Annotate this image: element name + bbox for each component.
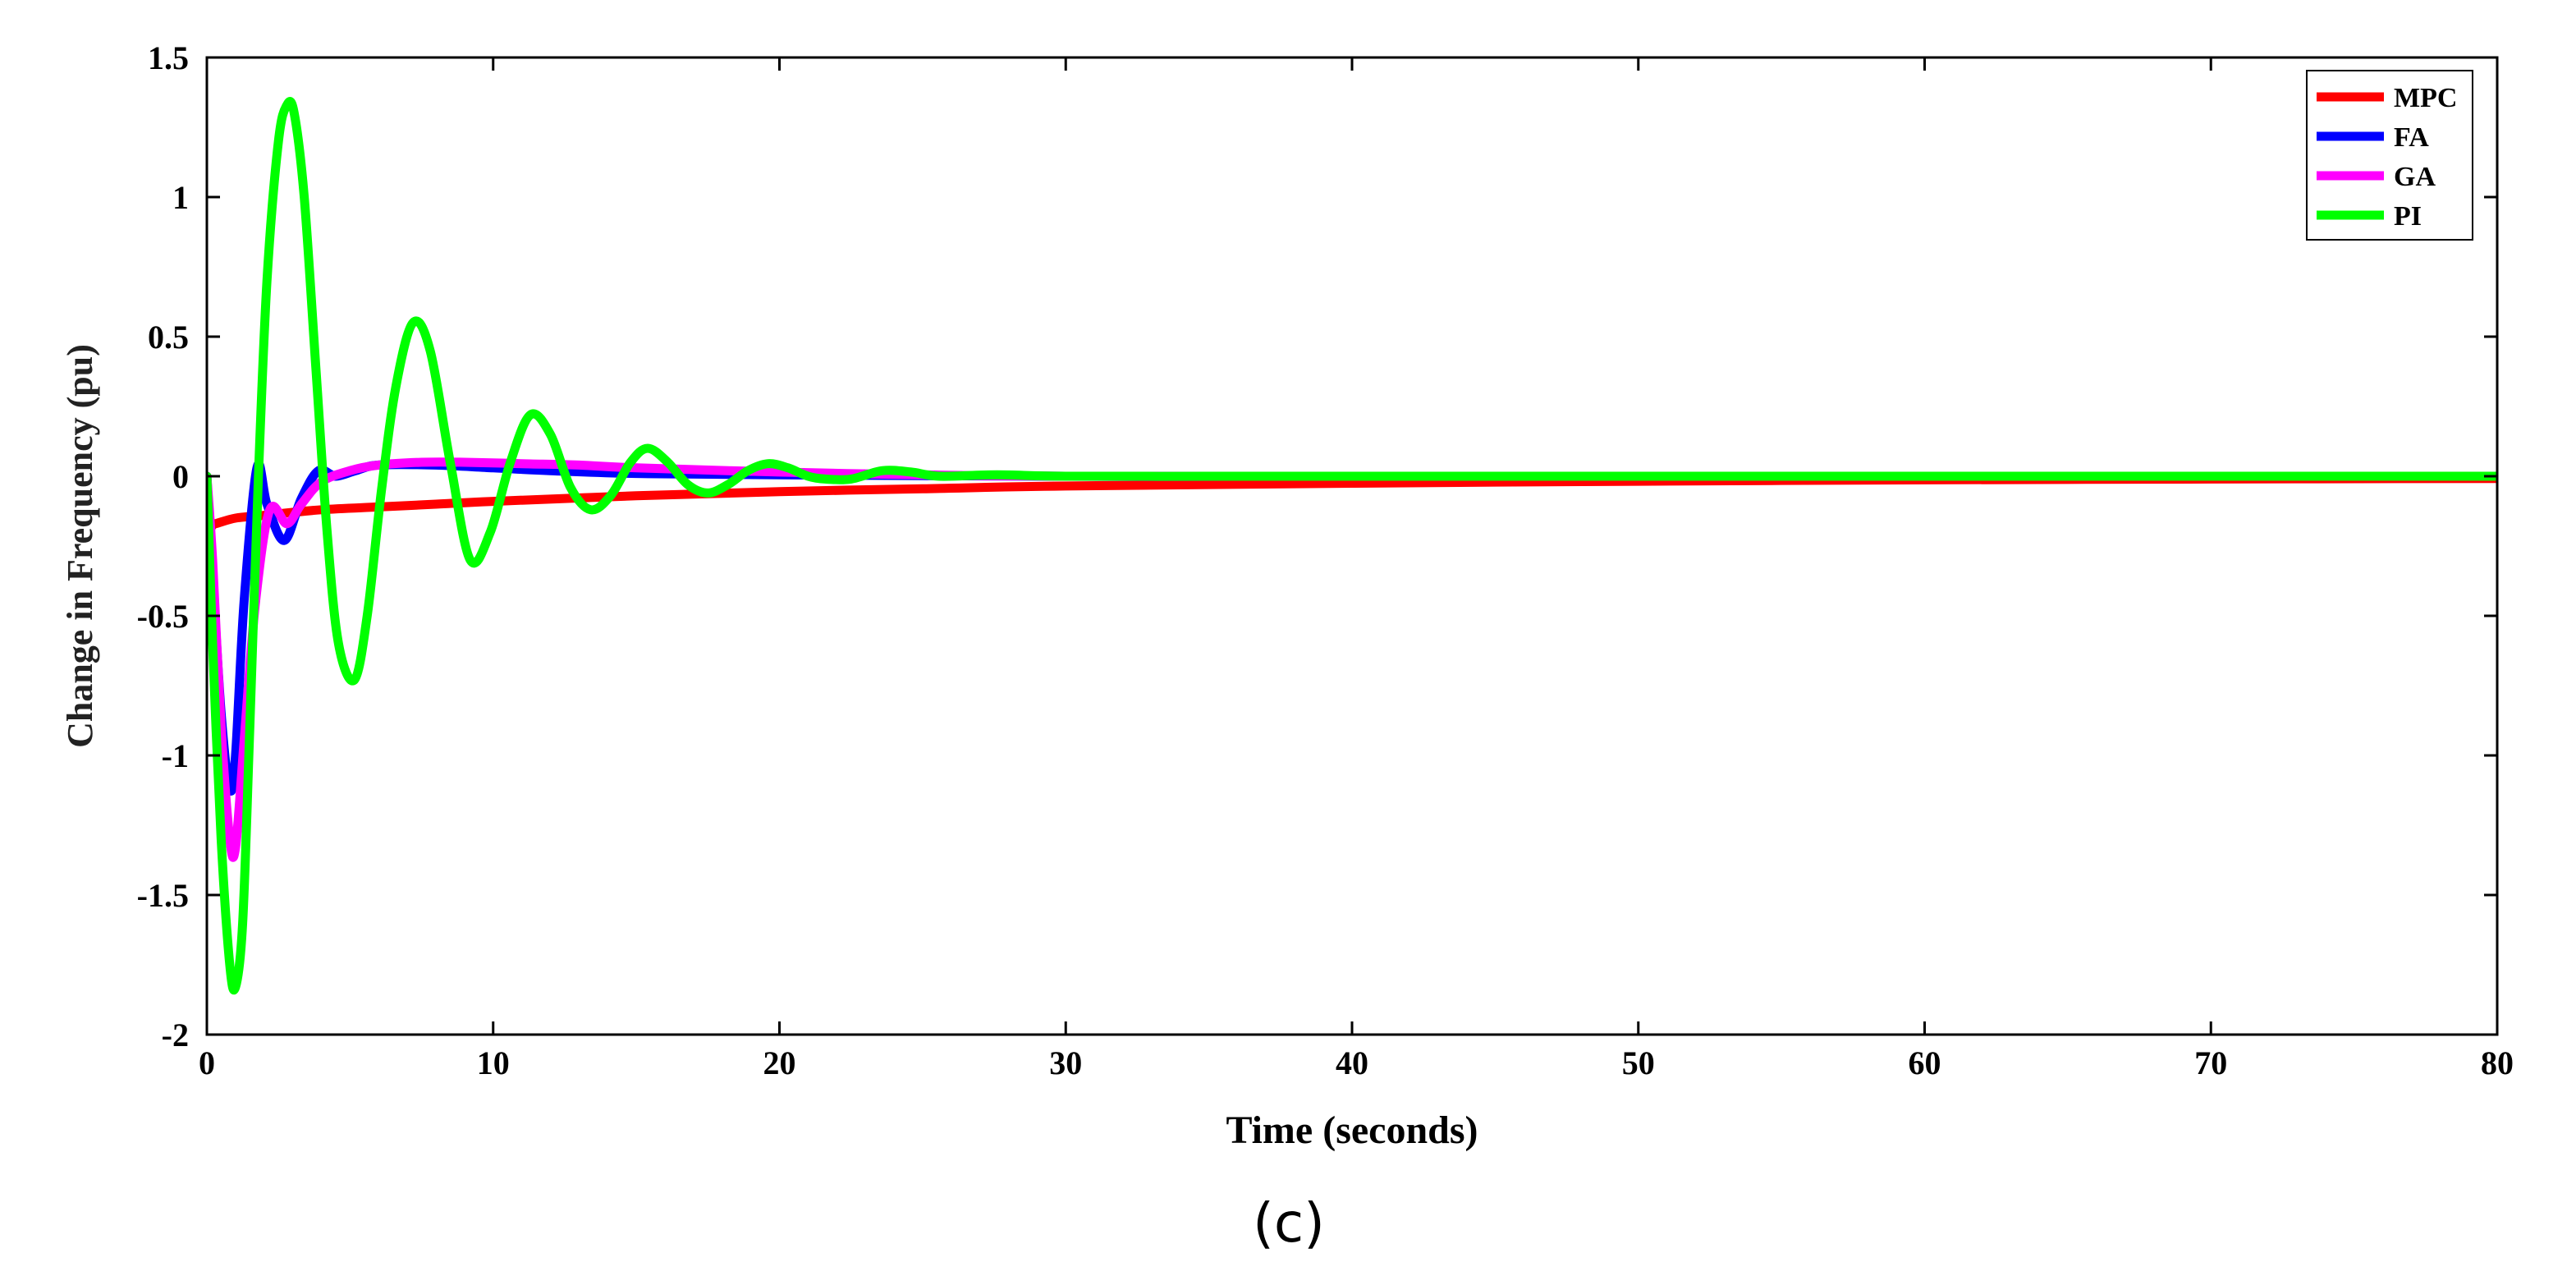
plot-background	[207, 57, 2497, 1035]
y-tick-label: -0.5	[137, 598, 189, 635]
x-tick-label: 0	[199, 1044, 215, 1081]
x-tick-label: 20	[763, 1044, 796, 1081]
x-tick-label: 70	[2194, 1044, 2227, 1081]
y-tick-label: 1.5	[148, 39, 189, 76]
series-group	[207, 97, 2497, 995]
legend-label-pi: PI	[2394, 201, 2422, 232]
legend-label-fa: FA	[2394, 122, 2429, 153]
legend-label-ga: GA	[2394, 162, 2436, 192]
x-tick-label: 80	[2481, 1044, 2514, 1081]
x-tick-label: 40	[1336, 1044, 1368, 1081]
y-tick-label: -2	[162, 1017, 189, 1053]
ticks-group	[205, 56, 2499, 1036]
legend-label-mpc: MPC	[2394, 83, 2457, 113]
legend: MPC FA GA PI	[2306, 70, 2473, 241]
y-tick-label: -1	[162, 737, 189, 774]
figure-caption: (c)	[1253, 1191, 1325, 1255]
x-tick-label: 60	[1909, 1044, 1941, 1081]
x-tick-label: 30	[1049, 1044, 1082, 1081]
y-tick-label: -1.5	[137, 877, 189, 914]
y-tick-label: 1	[172, 179, 189, 216]
y-tick-label: 0	[172, 458, 189, 495]
y-axis-title: Change in Frequency (pu)	[60, 344, 100, 748]
y-tick-label: 0.5	[148, 319, 189, 356]
x-tick-label: 10	[477, 1044, 510, 1081]
legend-items: MPC FA GA PI	[2317, 83, 2457, 232]
x-tick-label: 50	[1622, 1044, 1655, 1081]
x-axis-title: Time (seconds)	[1226, 1108, 1478, 1152]
series-line-pi	[207, 97, 2497, 995]
tick-labels-group: 0 10 20 30 40 50 60 70 80 1.5 1 0.5 0 -0.5 -1 -1.5 -2	[137, 39, 2514, 1081]
